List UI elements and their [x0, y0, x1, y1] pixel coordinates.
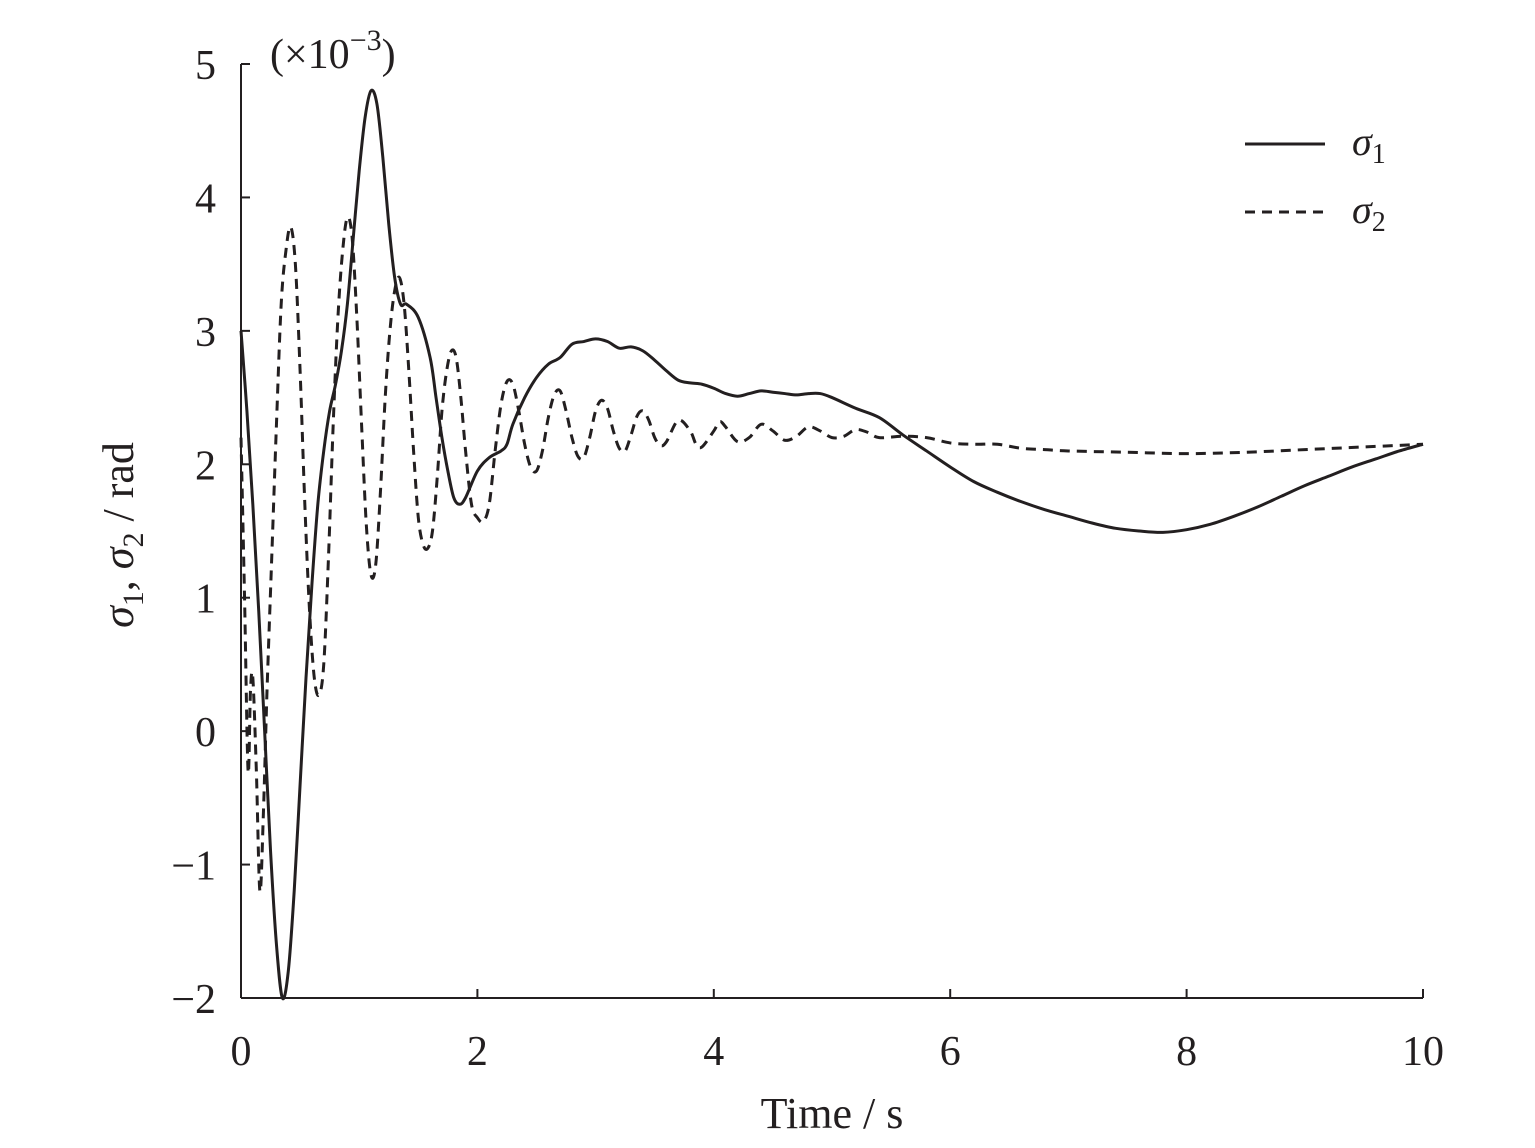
y-tick-label: −2: [171, 977, 216, 1023]
y-tick-label: 4: [195, 176, 216, 222]
y-tick-label: 3: [195, 310, 216, 356]
y-axis-title-separator: ,: [94, 569, 143, 591]
y-tick-label: 1: [195, 577, 216, 623]
x-tick-label: 2: [467, 1029, 488, 1075]
legend-symbol-sigma1: σ: [1352, 119, 1373, 164]
x-tick-label: 6: [940, 1029, 961, 1075]
legend-label-sigma1: σ1: [1352, 119, 1386, 170]
y-tick-label: 0: [195, 710, 216, 756]
axes: [240, 64, 1423, 999]
x-axis-title: Time / s: [761, 1089, 904, 1138]
y-axis-title-symbol-1: σ: [94, 604, 143, 628]
y-tick-label: 2: [195, 443, 216, 489]
legend-symbol-sigma2: σ: [1352, 187, 1373, 232]
x-tick-label: 0: [231, 1029, 252, 1075]
x-tick-label: 10: [1402, 1029, 1444, 1075]
legend-label-sigma2: σ2: [1352, 187, 1386, 238]
x-tick-label: 8: [1176, 1029, 1197, 1075]
y-tick-label: −1: [171, 844, 216, 890]
series-line-sigma1: [239, 88, 1424, 1001]
y-axis-title: σ1, σ2 / rad: [94, 442, 150, 628]
series-layer: [239, 88, 1424, 1001]
y-axis-title-sub-2: 2: [117, 533, 150, 548]
y-axis-title-symbol-2: σ: [94, 545, 143, 569]
legend: σ1 σ2: [1245, 119, 1386, 238]
legend-sub-sigma2: 2: [1372, 207, 1386, 238]
y-axis-title-unit: / rad: [94, 442, 143, 532]
y-scale-note-close: ): [382, 32, 396, 78]
y-axis-title-sub-1: 1: [117, 591, 150, 606]
y-scale-note-base: (×10: [270, 32, 350, 78]
y-scale-note: (×10−3): [270, 24, 396, 78]
x-tick-label: 4: [703, 1029, 724, 1075]
legend-sub-sigma1: 1: [1372, 139, 1386, 170]
y-scale-note-exponent: −3: [350, 24, 382, 57]
y-tick-label: 5: [195, 43, 216, 89]
x-ticks: 0 2 4 6 8 10: [231, 989, 1444, 1075]
series-line-sigma2: [239, 215, 1424, 894]
y-ticks: −2 −1 0 1 2 3 4 5: [171, 43, 250, 1023]
